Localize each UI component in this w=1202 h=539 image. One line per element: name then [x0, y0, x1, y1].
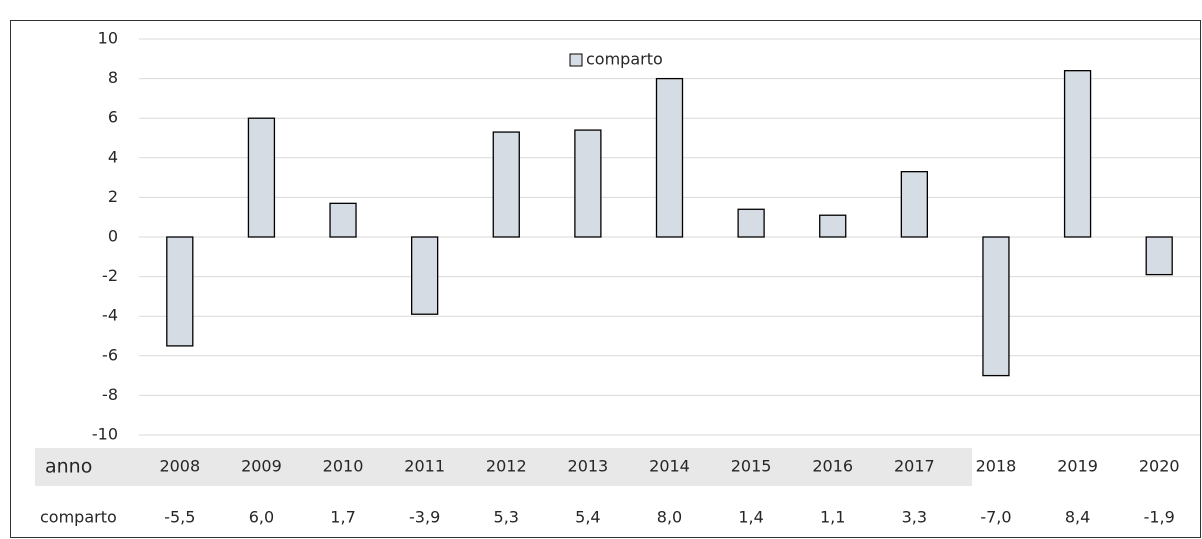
table-value: 1,7	[330, 508, 355, 527]
table-value: 1,1	[820, 508, 845, 527]
table-value: 5,4	[575, 508, 600, 527]
table-row-header: anno	[45, 456, 92, 478]
y-tick-label: -2	[102, 266, 118, 285]
bar	[492, 131, 520, 238]
x-tick-label: 2015	[731, 457, 772, 476]
x-tick-label: 2010	[323, 457, 364, 476]
bar	[166, 236, 194, 347]
bar	[574, 129, 602, 238]
y-tick-label: 8	[108, 68, 118, 87]
table-value: 1,4	[738, 508, 763, 527]
bar	[982, 236, 1010, 377]
y-tick-label: -6	[102, 345, 118, 364]
table-header-band	[35, 448, 972, 486]
table-value: -1,9	[1144, 508, 1175, 527]
x-tick-label: 2008	[159, 457, 200, 476]
bar	[1063, 70, 1092, 238]
y-tick-label: -10	[92, 425, 118, 444]
x-tick-label: 2019	[1057, 457, 1098, 476]
bar	[247, 117, 276, 238]
bar	[655, 77, 684, 238]
x-tick-label: 2014	[649, 457, 690, 476]
table-value: -3,9	[409, 508, 440, 527]
table-value: 6,0	[249, 508, 274, 527]
table-value: -7,0	[980, 508, 1011, 527]
x-tick-label: 2009	[241, 457, 282, 476]
table-value: -5,5	[164, 508, 195, 527]
table-value: 5,3	[494, 508, 519, 527]
y-tick-label: 0	[108, 227, 118, 246]
y-tick-label: 10	[98, 29, 118, 48]
bar	[900, 171, 928, 238]
x-tick-label: 2013	[568, 457, 609, 476]
legend-swatch	[569, 53, 583, 67]
bar	[737, 208, 765, 238]
y-tick-label: 2	[108, 187, 118, 206]
bar	[329, 202, 357, 238]
y-tick-label: 4	[108, 147, 118, 166]
x-tick-label: 2018	[976, 457, 1017, 476]
table-value: 3,3	[902, 508, 927, 527]
x-tick-label: 2016	[812, 457, 853, 476]
x-tick-label: 2012	[486, 457, 527, 476]
table-value: 8,4	[1065, 508, 1090, 527]
bar	[1145, 236, 1173, 276]
bar	[819, 214, 847, 238]
y-tick-label: -4	[102, 306, 118, 325]
x-tick-label: 2011	[404, 457, 445, 476]
x-tick-label: 2020	[1139, 457, 1180, 476]
legend-label: comparto	[586, 50, 663, 69]
y-tick-label: -8	[102, 385, 118, 404]
x-tick-label: 2017	[894, 457, 935, 476]
bar	[411, 236, 439, 315]
y-tick-label: 6	[108, 108, 118, 127]
table-row-header: comparto	[40, 508, 117, 527]
table-value: 8,0	[657, 508, 682, 527]
